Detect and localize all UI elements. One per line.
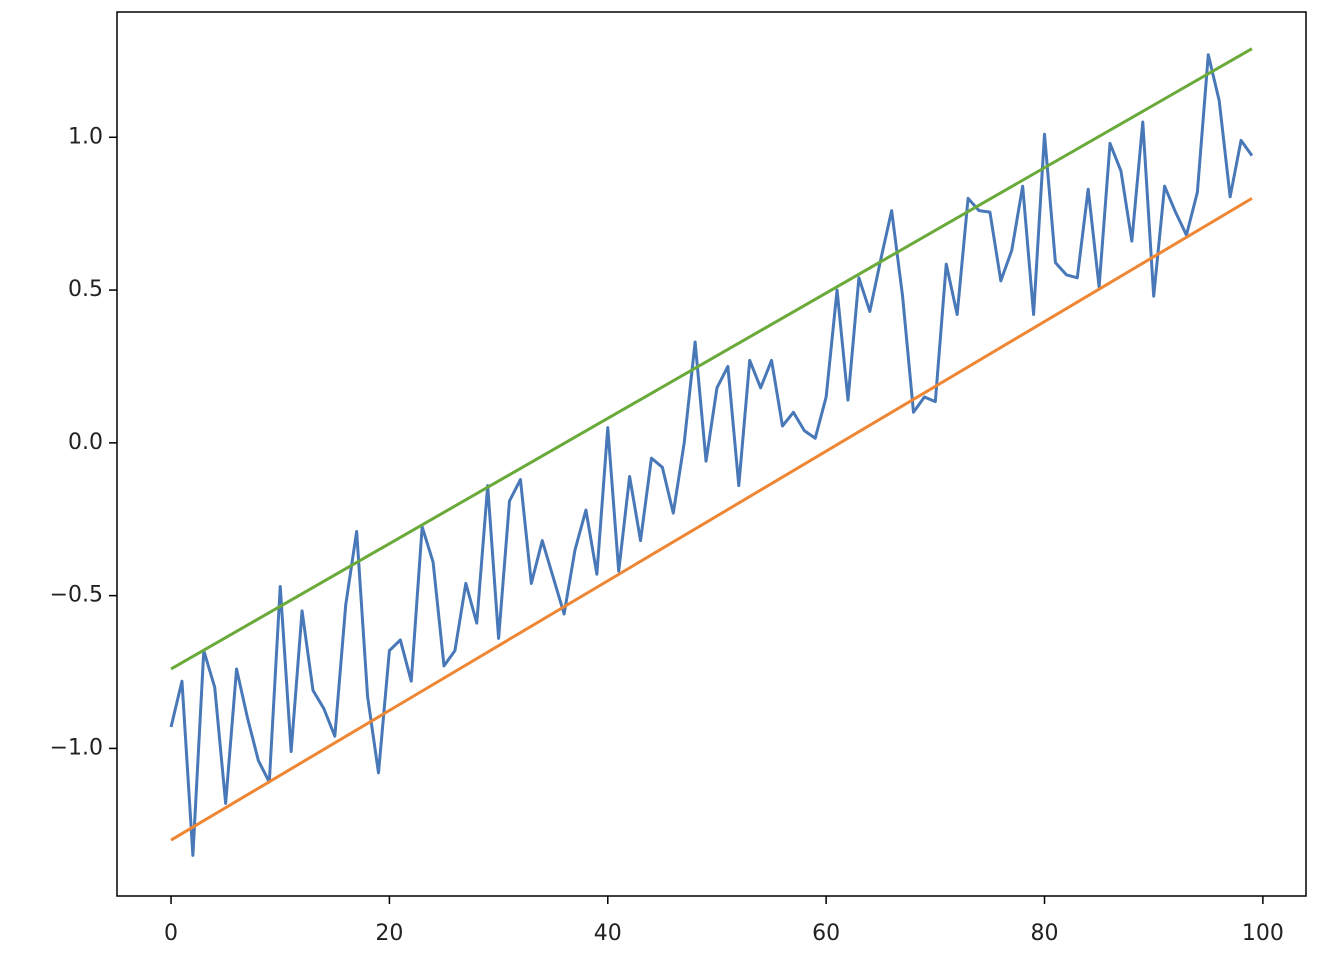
y-tick-label: 0.5 bbox=[68, 277, 103, 302]
x-tick-label: 40 bbox=[594, 921, 622, 946]
y-tick-label: 1.0 bbox=[68, 124, 103, 149]
x-tick-label: 80 bbox=[1031, 921, 1059, 946]
y-tick-label: −0.5 bbox=[50, 583, 103, 608]
x-tick-label: 60 bbox=[812, 921, 840, 946]
line-series bbox=[170, 197, 1253, 842]
line-series bbox=[170, 47, 1253, 671]
x-tick-label: 20 bbox=[375, 921, 403, 946]
y-tick-label: 0.0 bbox=[68, 430, 103, 455]
y-tick-label: −1.0 bbox=[50, 735, 103, 760]
plot-frame bbox=[116, 11, 1307, 897]
line-series bbox=[169, 53, 1254, 857]
x-tick-label: 100 bbox=[1242, 921, 1284, 946]
x-tick-label: 0 bbox=[164, 921, 178, 946]
